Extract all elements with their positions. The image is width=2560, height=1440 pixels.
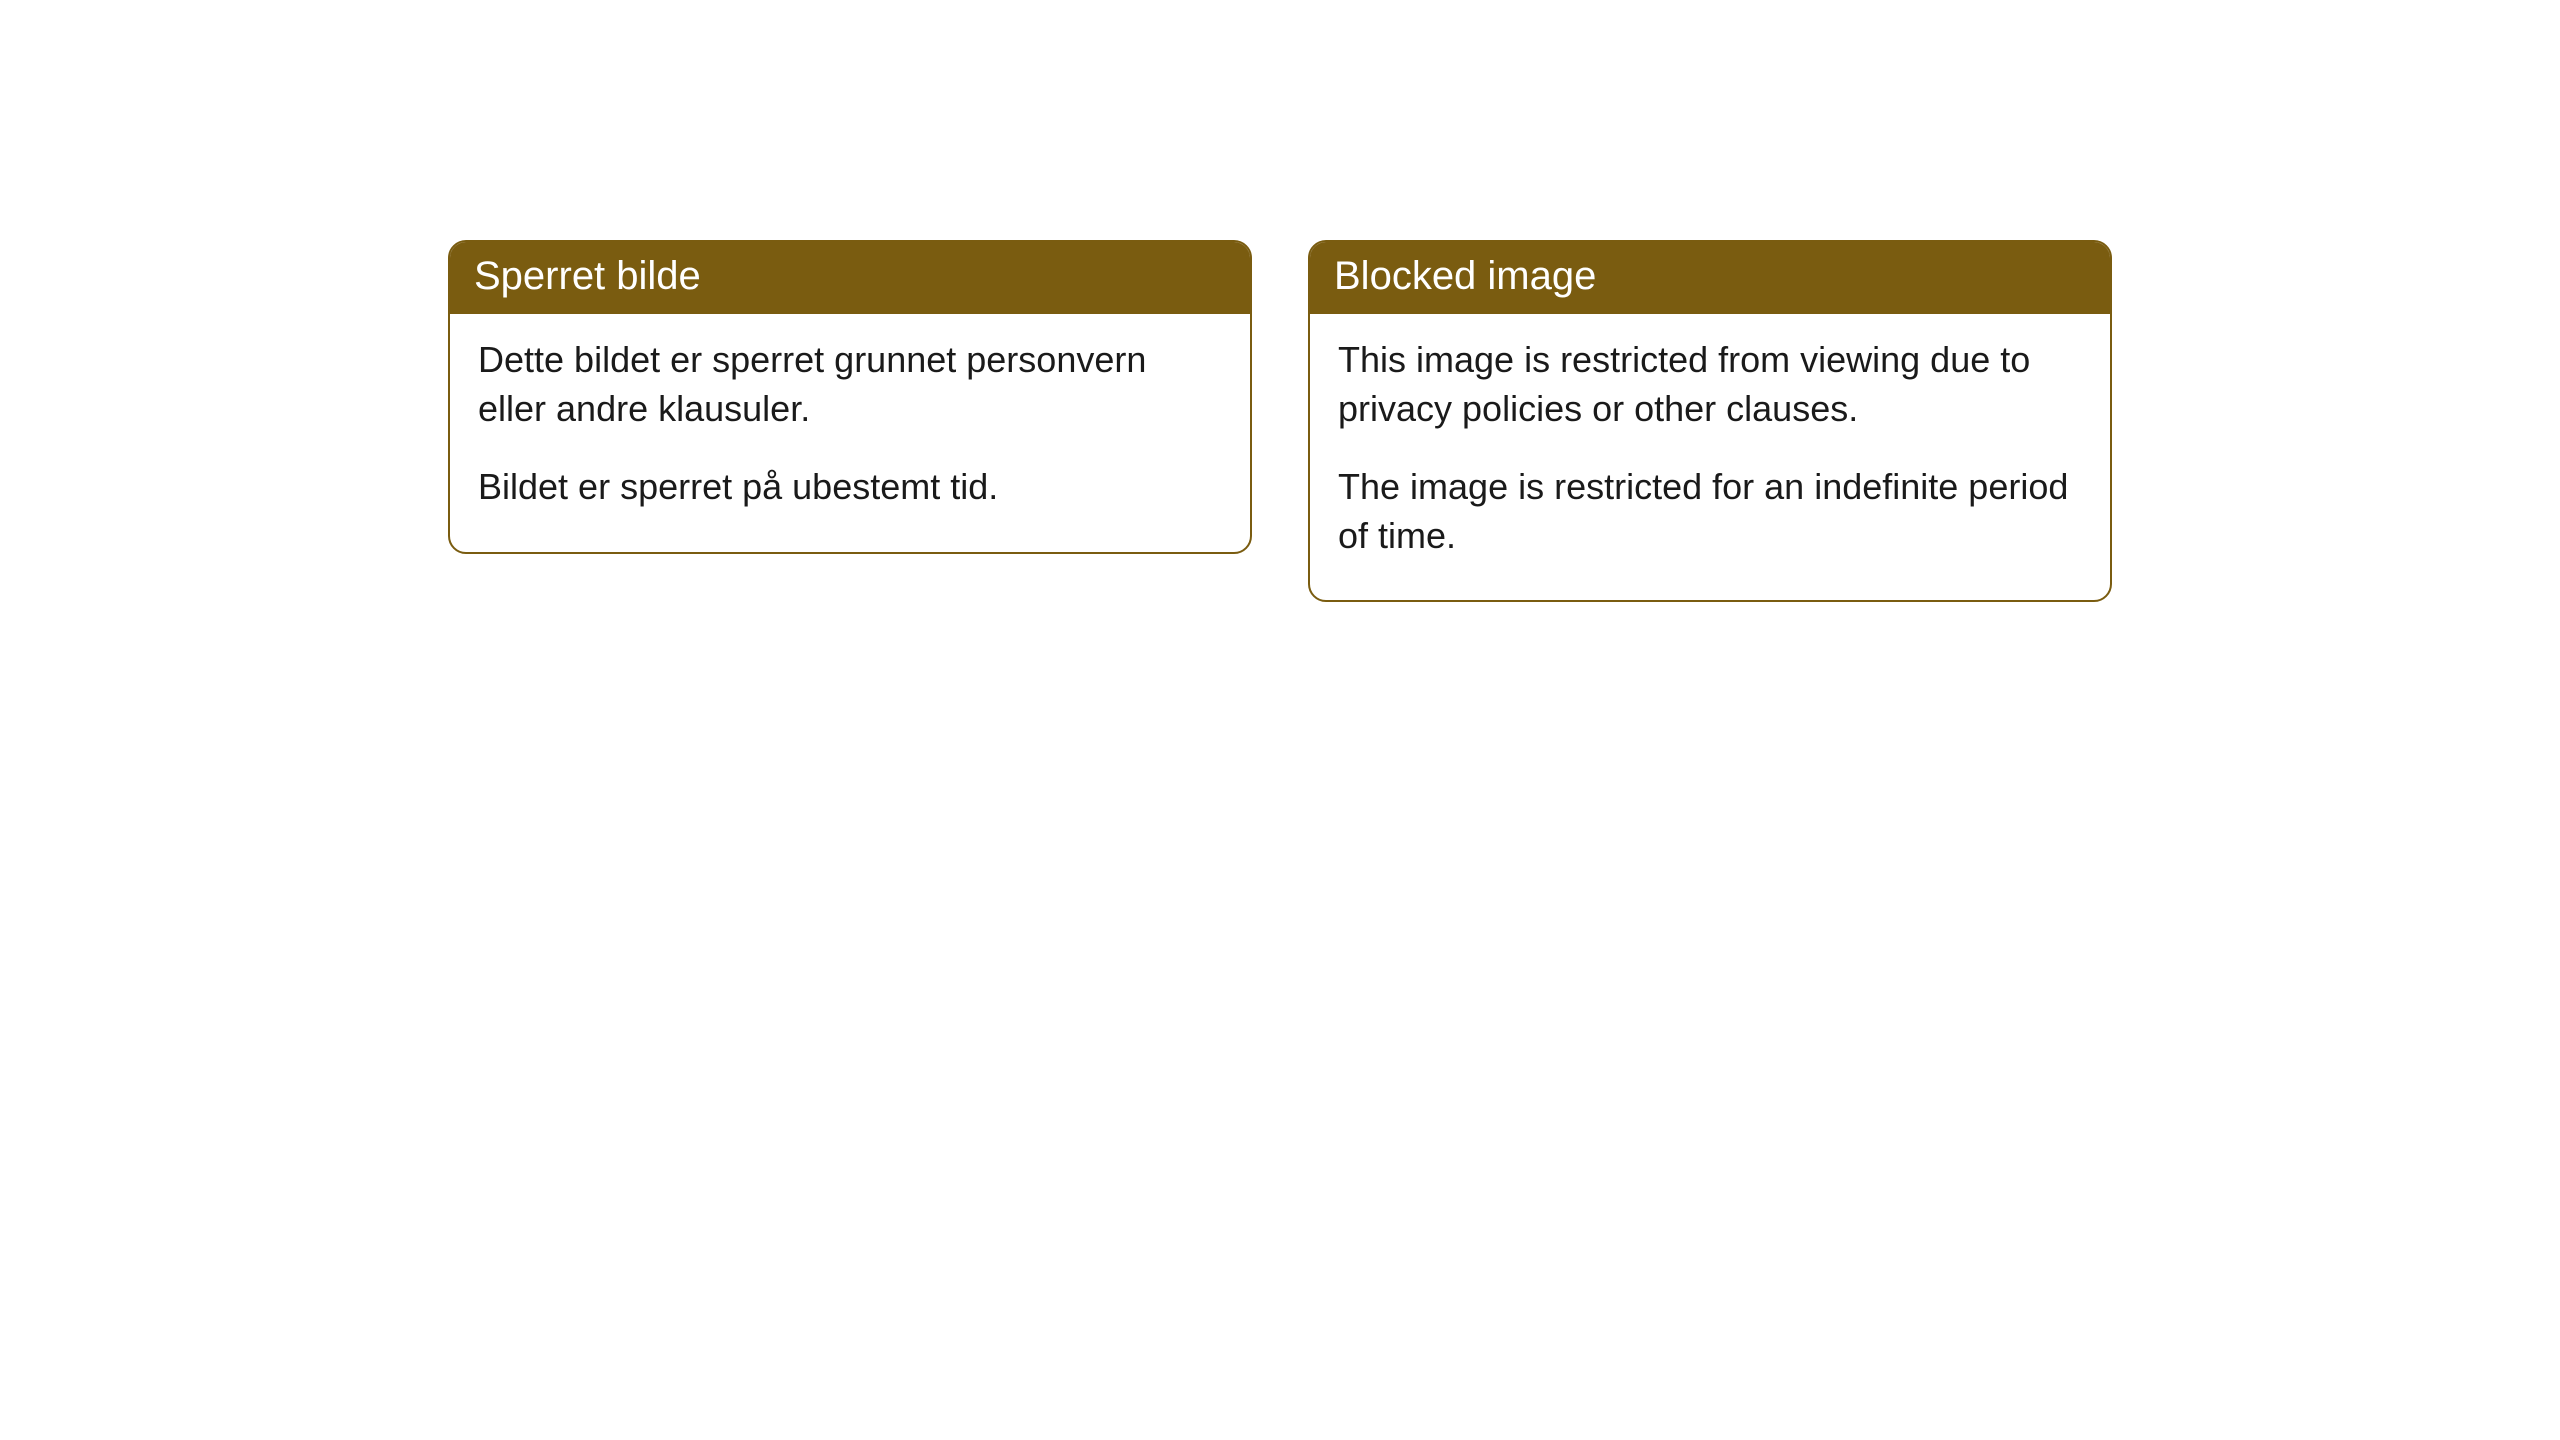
card-title-english: Blocked image: [1334, 254, 1596, 298]
card-header-english: Blocked image: [1310, 242, 2110, 314]
blocked-image-card-norwegian: Sperret bilde Dette bildet er sperret gr…: [448, 240, 1252, 554]
card-header-norwegian: Sperret bilde: [450, 242, 1250, 314]
card-body-english: This image is restricted from viewing du…: [1310, 314, 2110, 600]
card-body-norwegian: Dette bildet er sperret grunnet personve…: [450, 314, 1250, 552]
card-paragraph-2-english: The image is restricted for an indefinit…: [1338, 463, 2082, 560]
card-paragraph-1-english: This image is restricted from viewing du…: [1338, 336, 2082, 433]
blocked-image-card-english: Blocked image This image is restricted f…: [1308, 240, 2112, 602]
card-title-norwegian: Sperret bilde: [474, 254, 701, 298]
card-paragraph-2-norwegian: Bildet er sperret på ubestemt tid.: [478, 463, 1222, 512]
card-paragraph-1-norwegian: Dette bildet er sperret grunnet personve…: [478, 336, 1222, 433]
